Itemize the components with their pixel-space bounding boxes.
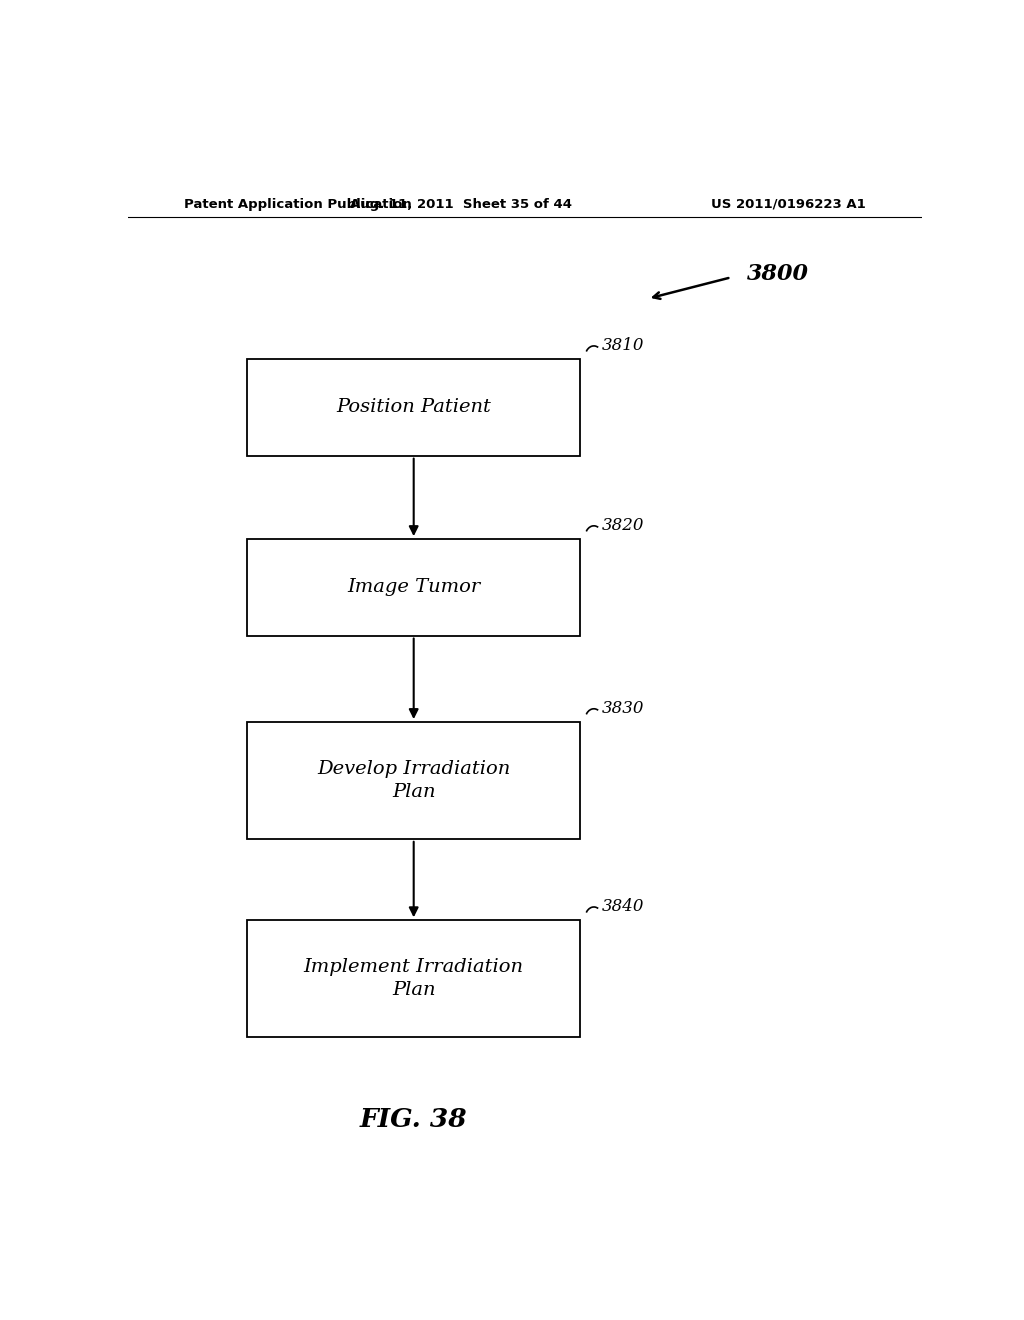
Text: 3820: 3820	[602, 517, 644, 535]
Text: Implement Irradiation
Plan: Implement Irradiation Plan	[304, 958, 523, 999]
Text: FIG. 38: FIG. 38	[359, 1107, 468, 1133]
Bar	[247, 359, 581, 455]
Text: Patent Application Publication: Patent Application Publication	[183, 198, 412, 211]
Text: Image Tumor: Image Tumor	[347, 578, 480, 597]
Text: US 2011/0196223 A1: US 2011/0196223 A1	[712, 198, 866, 211]
Bar	[247, 920, 581, 1038]
Bar	[247, 722, 581, 840]
Text: 3840: 3840	[602, 898, 644, 915]
Text: 3830: 3830	[602, 700, 644, 717]
Text: Position Patient: Position Patient	[336, 399, 492, 416]
Text: Develop Irradiation
Plan: Develop Irradiation Plan	[317, 760, 510, 801]
Text: 3810: 3810	[602, 337, 644, 354]
Bar	[247, 539, 581, 636]
Text: 3800: 3800	[748, 263, 809, 285]
Text: Aug. 11, 2011  Sheet 35 of 44: Aug. 11, 2011 Sheet 35 of 44	[350, 198, 572, 211]
